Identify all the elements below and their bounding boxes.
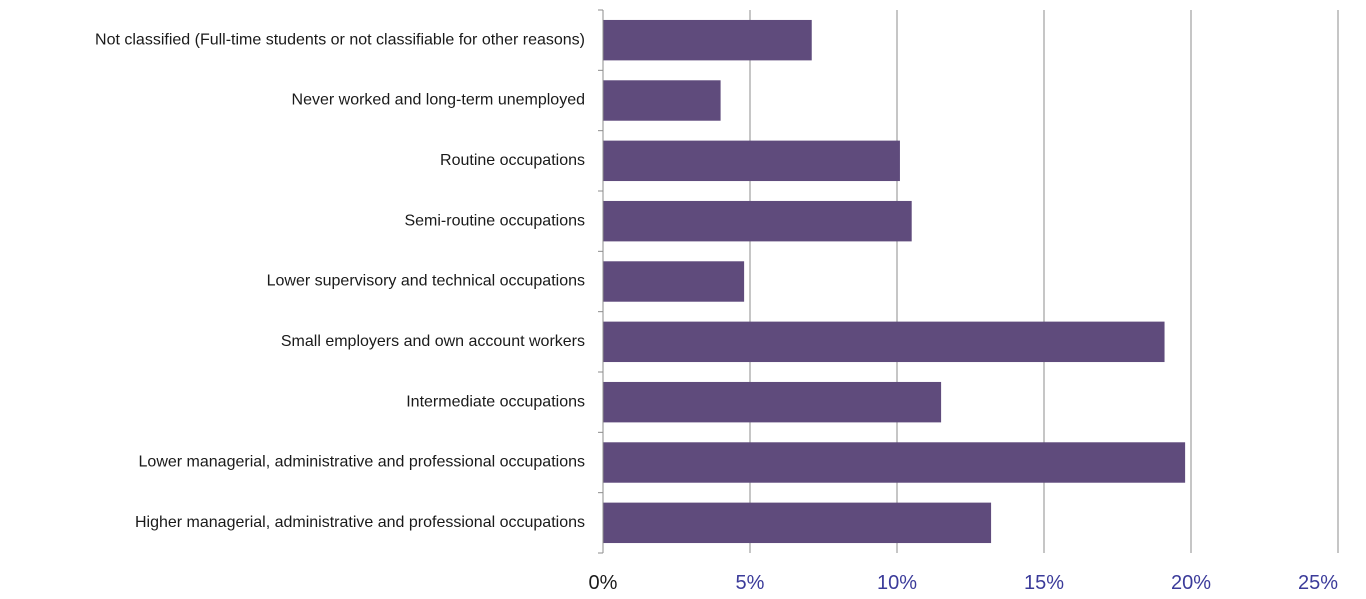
bar-0 xyxy=(603,19,812,61)
bar-4 xyxy=(603,261,745,302)
category-label-5: Small employers and own account workers xyxy=(281,333,585,350)
category-label-6: Intermediate occupations xyxy=(406,393,585,410)
category-label-1: Never worked and long-term unemployed xyxy=(292,92,585,109)
y-axis xyxy=(598,9,604,554)
bars xyxy=(603,19,1186,544)
category-label-7: Lower managerial, administrative and pro… xyxy=(139,454,585,471)
bar-1 xyxy=(603,80,721,121)
bar-3 xyxy=(603,200,912,242)
category-label-2: Routine occupations xyxy=(440,152,585,169)
category-label-8: Higher managerial, administrative and pr… xyxy=(135,514,585,531)
category-label-4: Lower supervisory and technical occupati… xyxy=(267,273,585,290)
x-tick-label-1: 5% xyxy=(736,572,765,594)
category-label-3: Semi-routine occupations xyxy=(404,212,585,229)
x-tick-labels: 0% 5% 10% 15% 20% 25% xyxy=(589,572,1339,594)
x-tick-label-0: 0% xyxy=(589,572,618,594)
bar-8 xyxy=(603,502,992,544)
x-tick-label-4: 20% xyxy=(1171,572,1211,594)
bar-2 xyxy=(603,140,900,182)
x-tick-label-5: 25% xyxy=(1298,572,1338,594)
x-tick-label-3: 15% xyxy=(1024,572,1064,594)
bar-5 xyxy=(603,321,1165,363)
category-labels: Not classified (Full-time students or no… xyxy=(95,31,585,531)
bar-7 xyxy=(603,442,1186,483)
x-tick-label-2: 10% xyxy=(877,572,917,594)
bar-6 xyxy=(603,381,942,423)
category-label-0: Not classified (Full-time students or no… xyxy=(95,31,585,48)
